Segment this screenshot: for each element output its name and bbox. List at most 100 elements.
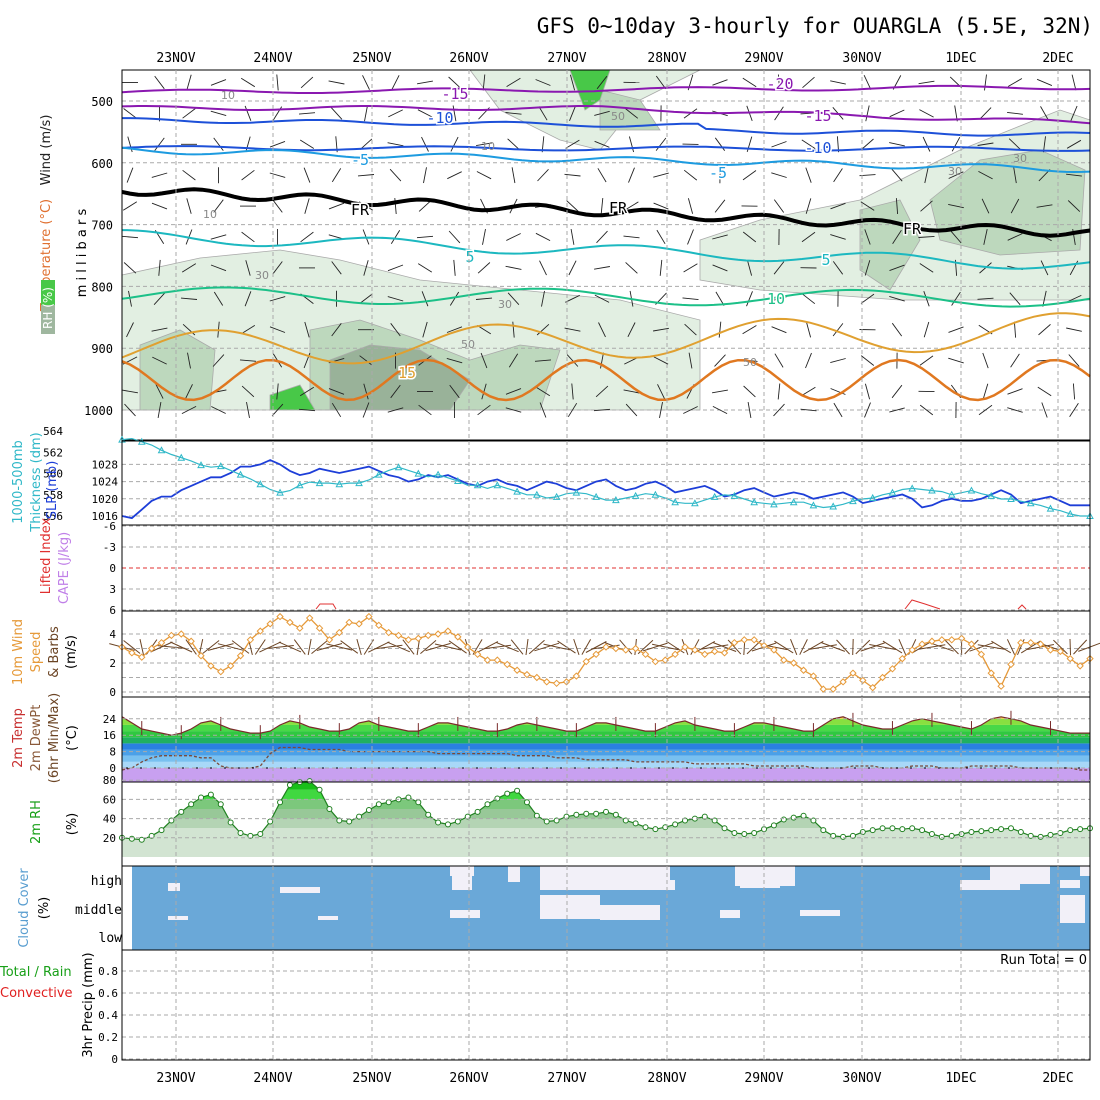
wind10-marker [177, 630, 185, 638]
wind-barb [1013, 321, 1017, 338]
wind-barb [715, 291, 725, 306]
date-label-bottom: 25NOV [352, 1071, 391, 1086]
wind-barb [805, 198, 812, 214]
thickness-marker [335, 480, 344, 488]
pressure-tick-label: 1000 [84, 404, 113, 418]
wind10-barb [259, 641, 282, 653]
wind10-marker [217, 667, 225, 676]
cloud-clear-cell [555, 880, 675, 890]
cloud-clear-cell [280, 887, 320, 893]
wind10-marker [908, 646, 916, 654]
wind10-barb [977, 644, 1005, 650]
wind10-marker [444, 627, 452, 635]
wind10-marker [928, 637, 936, 645]
isotherm-line [121, 84, 1091, 94]
isotherm-label: 5 [821, 251, 830, 269]
rh-marker [968, 829, 975, 836]
wind10-marker [957, 634, 966, 643]
isotherm-label: FR [609, 199, 628, 217]
wind-barb [948, 203, 964, 209]
wind-barb [182, 169, 196, 181]
wind10-marker [839, 678, 847, 686]
wind-barb [1067, 200, 1081, 212]
rh-marker [326, 806, 333, 812]
cloud-clear-cell [540, 895, 600, 919]
date-label-top: 25NOV [352, 51, 391, 66]
wind-barb [864, 402, 871, 418]
wind-barb [126, 167, 134, 183]
precip-panel: Run Total = 0 0 0.2 0.4 0.6 0.8 [98, 949, 1091, 1066]
wind-barb [981, 198, 990, 214]
wind10-barb [448, 640, 467, 654]
wind10-barb [573, 638, 580, 656]
wind-barb [299, 139, 315, 149]
wind10-label-3: & Barbs [47, 626, 62, 678]
wind10-marker [355, 620, 363, 628]
wind-barb [597, 168, 607, 183]
cloud-label-2: (%) [37, 897, 52, 920]
wind-barb [687, 229, 694, 245]
li-tick-label: 0 [109, 562, 116, 575]
thickness-label-2: Thickness (dm) [29, 432, 44, 532]
wind-barb [742, 231, 757, 243]
wind10-marker [523, 670, 531, 679]
wind-barb [805, 352, 812, 369]
rh-contour-label: 50 [461, 338, 475, 351]
wind10-barb [855, 639, 871, 655]
wind10-barb [483, 644, 512, 650]
wind-barb [919, 404, 934, 416]
wind10-barb [918, 644, 946, 650]
rh-marker [770, 822, 777, 829]
rh-contour-label: 30 [1013, 152, 1027, 165]
rh-marker [198, 794, 205, 801]
isotherm-line [121, 286, 1091, 308]
upper-wind-barbs [121, 74, 1082, 419]
isotherm-line [122, 117, 1091, 137]
wind10-barb [123, 640, 141, 654]
wind-barb [241, 385, 255, 398]
wind-barb [539, 260, 547, 276]
rh-marker [168, 817, 175, 824]
wind10-marker [602, 643, 610, 651]
wind10-barb [712, 642, 737, 652]
wind-barb [449, 291, 460, 306]
thickness-slp-panel: 556 558 560 562 564 1016 1020 1024 1028 [43, 425, 1094, 526]
wind-barb [889, 142, 905, 147]
wind-barb [391, 75, 400, 90]
wind-barb [774, 353, 784, 368]
wind-barb [687, 198, 694, 214]
thickness-marker [137, 437, 146, 445]
cloud-clear-cell [800, 910, 840, 916]
wind-barb [505, 265, 522, 270]
wind-barb [186, 198, 192, 214]
wind10-barb [425, 642, 451, 652]
wind-barb [655, 75, 667, 90]
wind-barb [126, 322, 134, 338]
bottom-date-axis: 23NOV 24NOV 25NOV 26NOV 27NOV 28NOV 29NOV 30NOV… [156, 1071, 1073, 1086]
wind-barb [387, 264, 404, 272]
wind-barb [684, 323, 697, 336]
wind-barb [151, 172, 168, 178]
rh-marker [533, 812, 540, 819]
wind-barb [328, 388, 345, 395]
wind10-marker [740, 636, 748, 644]
wind-barb [594, 110, 610, 116]
rh-marker [603, 808, 609, 815]
wind-barb [864, 260, 871, 276]
wind-barb [123, 262, 137, 274]
wind-barb [154, 137, 165, 151]
wind-barb [446, 357, 463, 364]
rh-marker [356, 813, 363, 820]
wind-barb [801, 139, 816, 149]
slp-label: SLP (mb) [45, 461, 60, 520]
rh-marker [316, 786, 323, 793]
temp2m-label-3: (6hr Min/Max) [47, 693, 62, 783]
wind10-label-1: 10m Wind [11, 619, 26, 685]
rh-marker [622, 817, 629, 824]
thickness-marker [236, 470, 245, 478]
date-label-top: 23NOV [156, 51, 195, 66]
wind-barb [480, 352, 488, 369]
rh-marker [1017, 829, 1024, 836]
temp-tick-label: 24 [103, 713, 117, 726]
wind-barb [683, 263, 698, 273]
